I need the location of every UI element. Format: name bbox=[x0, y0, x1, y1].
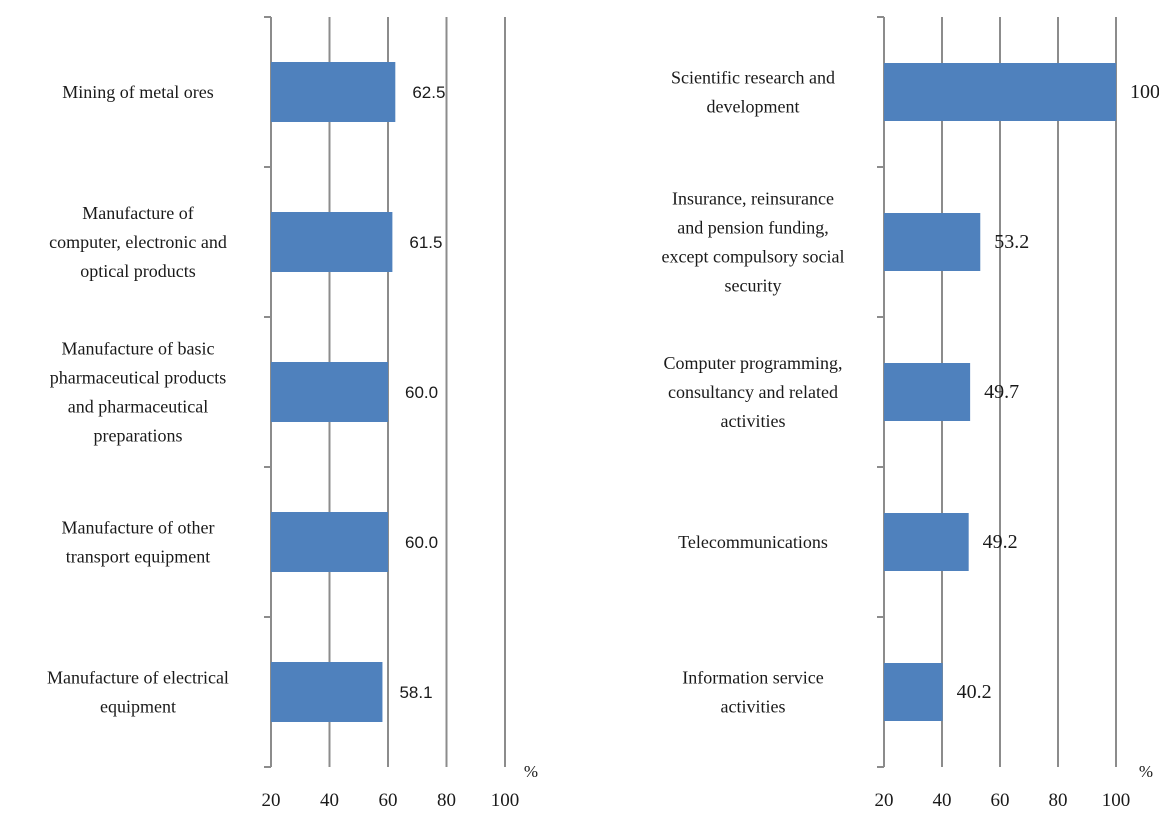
chart-panel-1: 62.5 Mining of metal ores 61.5 Manufacture … bbox=[47, 16, 538, 811]
category-label: Telecommunications bbox=[678, 532, 828, 552]
category-label: Information service activities bbox=[682, 668, 823, 717]
category-label: Computer programming, consultancy and rel… bbox=[664, 353, 843, 431]
tick-label: 20 bbox=[262, 790, 281, 811]
bar bbox=[884, 663, 943, 721]
tick-label: 20 bbox=[875, 790, 894, 811]
category-label: Manufacture of computer, electronic and op… bbox=[49, 203, 227, 281]
data-label: 49.2 bbox=[983, 531, 1018, 553]
category-label: Manufacture of electrical equipment bbox=[47, 668, 229, 717]
tick-label: 100 bbox=[491, 790, 520, 811]
category-label: Insurance, reinsurance and pension fundin… bbox=[662, 189, 845, 296]
bar bbox=[271, 512, 388, 572]
axis-unit: % bbox=[524, 762, 538, 781]
axis-unit: % bbox=[1139, 762, 1153, 781]
tick-label: 60 bbox=[991, 790, 1010, 811]
data-label: 60.0 bbox=[405, 383, 438, 402]
data-label: 60.0 bbox=[405, 533, 438, 552]
bar bbox=[884, 63, 1116, 121]
bar bbox=[271, 662, 383, 722]
category-label: Manufacture of basic pharmaceutical produ… bbox=[50, 339, 226, 446]
tick-label: 40 bbox=[320, 790, 339, 811]
bar bbox=[884, 513, 969, 571]
data-label: 61.5 bbox=[409, 233, 442, 252]
category-label: Manufacture of other transport equipment bbox=[62, 518, 215, 567]
bar bbox=[271, 62, 396, 122]
tick-label: 60 bbox=[379, 790, 398, 811]
data-label: 58.1 bbox=[399, 683, 432, 702]
bar bbox=[884, 363, 971, 421]
bar bbox=[271, 362, 388, 422]
category-label: Scientific research and development bbox=[671, 68, 835, 117]
tick-label: 40 bbox=[933, 790, 952, 811]
data-label: 100.0 bbox=[1130, 81, 1159, 103]
bar bbox=[271, 212, 393, 272]
data-label: 53.2 bbox=[994, 231, 1029, 253]
tick-label: 100 bbox=[1102, 790, 1131, 811]
data-label: 62.5 bbox=[412, 83, 445, 102]
category-label: Mining of metal ores bbox=[62, 82, 213, 102]
data-label: 40.2 bbox=[957, 681, 992, 703]
tick-label: 80 bbox=[1049, 790, 1068, 811]
data-label: 49.7 bbox=[984, 381, 1019, 403]
bar bbox=[884, 213, 981, 271]
tick-label: 80 bbox=[437, 790, 456, 811]
